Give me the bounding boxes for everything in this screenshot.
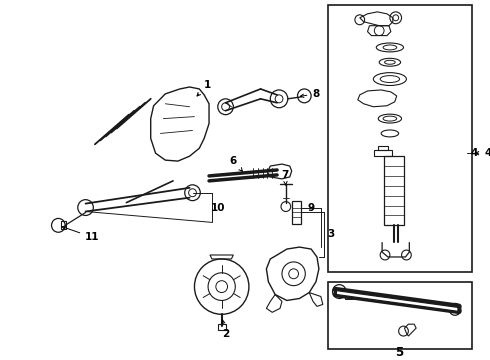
Bar: [218, 324, 225, 330]
Bar: [61, 221, 66, 229]
Text: 4: 4: [470, 148, 478, 158]
Text: 7: 7: [281, 170, 289, 185]
Text: 3: 3: [328, 229, 335, 239]
Text: 8: 8: [300, 89, 319, 99]
Bar: [378, 146, 388, 150]
Text: 1: 1: [197, 80, 211, 96]
Text: 4: 4: [475, 148, 490, 158]
Bar: [292, 201, 301, 224]
Text: 10: 10: [211, 203, 225, 212]
Text: 2: 2: [221, 320, 229, 339]
Text: 9: 9: [307, 203, 315, 212]
Text: 6: 6: [230, 156, 243, 171]
Bar: [328, 282, 471, 349]
Text: 5: 5: [395, 346, 404, 359]
Bar: [345, 294, 353, 300]
Polygon shape: [337, 291, 458, 311]
Bar: [328, 5, 471, 272]
Bar: [374, 150, 392, 156]
Text: 11: 11: [62, 226, 99, 242]
